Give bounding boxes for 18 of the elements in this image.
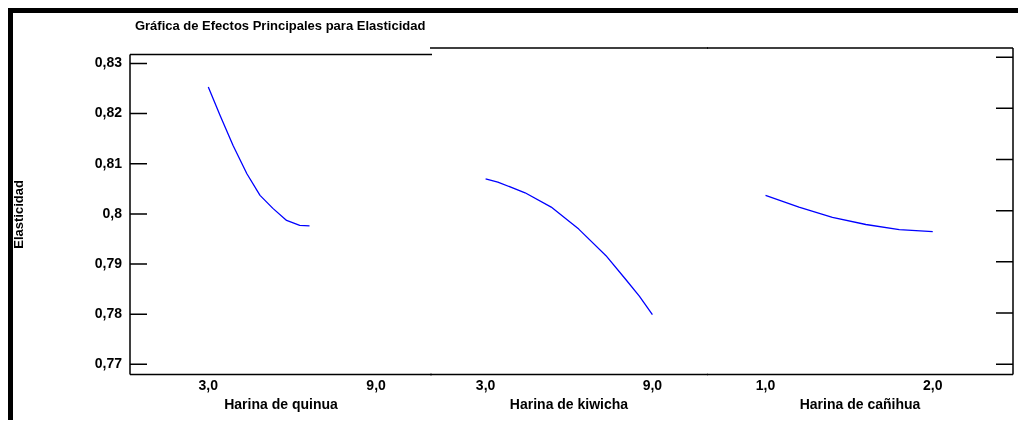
y-tick-label: 0,77	[94, 355, 123, 372]
y-tick-label: 0,78	[94, 305, 123, 322]
x-tick-label: 3,0	[476, 376, 496, 393]
y-tick-label: 0,81	[94, 154, 123, 171]
chart-title: Gráfica de Efectos Principales para Elasticidad	[133, 18, 427, 33]
y-tick-label: 0,79	[94, 254, 123, 271]
x-axis-title: Harina de kiwicha	[510, 396, 629, 413]
y-tick-label: 0,83	[94, 54, 123, 71]
x-tick-label: 9,0	[642, 376, 663, 393]
x-tick-label: 1,0	[756, 376, 776, 393]
x-tick-label: 3,0	[198, 376, 219, 393]
x-axis-title: Harina de quinua	[224, 396, 338, 413]
y-tick-label: 0,8	[102, 204, 123, 221]
y-axis-title: Elasticidad	[11, 180, 27, 249]
y-tick-label: 0,82	[94, 104, 123, 121]
x-axis-title: Harina de cañihua	[799, 396, 921, 413]
x-tick-label: 2,0	[923, 376, 943, 393]
x-tick-label: 9,0	[366, 376, 387, 393]
